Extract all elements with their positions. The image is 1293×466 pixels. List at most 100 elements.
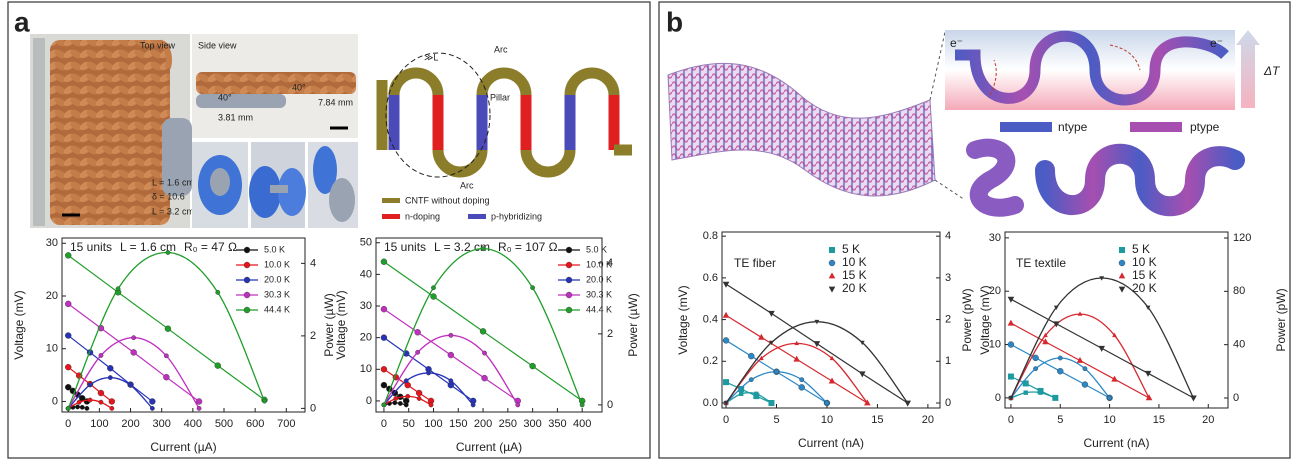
marker: [243, 276, 251, 284]
x-tick-label: 150: [449, 418, 467, 430]
x-tick-label: 0: [1008, 414, 1014, 426]
diagram-label: ≫L: [424, 52, 438, 62]
marker: [381, 402, 387, 408]
x-tick-label: 400: [573, 418, 591, 430]
y-tick-label: 30: [360, 300, 372, 312]
y-axis-label: Voltage (mV): [676, 285, 690, 354]
marker: [87, 382, 93, 388]
legend-swatch: [1000, 122, 1052, 132]
y-tick-label: 0: [52, 395, 58, 407]
y2-axis-label: Power (µW): [322, 293, 336, 357]
legend-label: 20.0 K: [264, 274, 290, 284]
marker: [824, 400, 830, 406]
marker: [565, 276, 573, 284]
marker: [864, 400, 870, 405]
marker: [799, 377, 805, 383]
x-tick-label: 250: [499, 418, 517, 430]
marker: [1118, 259, 1126, 267]
marker: [565, 246, 573, 254]
marker: [380, 258, 388, 265]
delta-t-label: ΔT: [1263, 64, 1281, 78]
marker: [794, 340, 800, 346]
marker: [1098, 345, 1105, 352]
x-tick-label: 10: [821, 414, 833, 426]
marker: [748, 377, 754, 383]
marker: [579, 402, 585, 408]
y-tick-label: 10: [360, 363, 372, 375]
legend-swatch: [1130, 122, 1182, 132]
y-tick-label: 20: [46, 290, 58, 302]
legend-label: 44.4 K: [586, 304, 612, 314]
wave-illustration: [955, 30, 1229, 106]
marker: [130, 349, 137, 356]
panel-frame: [658, 1, 1291, 459]
serpentine-diagram: [376, 52, 632, 178]
marker: [480, 246, 486, 252]
legend-label: 20 K: [842, 281, 867, 295]
zoom-line: [929, 31, 946, 101]
power-curve: [67, 337, 200, 409]
marker: [798, 384, 805, 391]
x-axis-label: Current (µA): [456, 440, 522, 454]
x-axis-label: Current (nA): [798, 436, 864, 450]
diagram-label: Arc: [460, 180, 474, 190]
voltage-line: [725, 381, 772, 404]
legend-label: 30.3 K: [264, 289, 290, 299]
marker: [380, 381, 388, 389]
voltage-line: [1010, 375, 1056, 399]
y-tick-label: 0.0: [703, 397, 718, 409]
y-tick-label: 40: [360, 268, 372, 280]
annotation-part: TE fiber: [734, 256, 776, 270]
legend-label: 10 K: [842, 255, 867, 269]
marker: [829, 355, 835, 361]
marker: [1099, 276, 1105, 281]
marker: [723, 379, 730, 386]
annotation: TE textile: [1016, 256, 1066, 270]
y-axis-label: Voltage (mV): [334, 290, 348, 359]
marker: [482, 350, 487, 356]
annotation-part: 15 units: [384, 240, 426, 254]
y2-axis-label: Power (pW): [960, 288, 974, 351]
x-tick-label: 400: [184, 418, 202, 430]
y-tick-label: 20: [989, 285, 1001, 297]
y2-axis-label: Power (µW): [626, 293, 640, 357]
marker: [415, 389, 423, 397]
marker: [1053, 305, 1059, 310]
marker: [380, 334, 388, 341]
x-axis-label: Current (µA): [150, 440, 216, 454]
y2-tick-label: 120: [1233, 232, 1251, 244]
marker: [448, 378, 454, 384]
legend-swatch: [382, 198, 400, 203]
marker: [109, 405, 115, 411]
marker: [108, 398, 116, 405]
y-axis-label: Voltage (mV): [12, 290, 26, 359]
marker: [115, 286, 121, 292]
legend-label: 5.0 K: [586, 244, 607, 254]
panel-label: b: [666, 6, 683, 37]
y-tick-label: 0.4: [703, 313, 718, 325]
diagram-label: Arc: [494, 44, 508, 54]
marker: [403, 402, 409, 408]
marker: [748, 352, 755, 360]
x-tick-label: 100: [90, 418, 108, 430]
marker: [828, 286, 836, 293]
y2-tick-label: 80: [1233, 285, 1245, 297]
annotation-part: L = 3.2 cm: [434, 240, 490, 254]
photo-label: L = 1.6 cm: [152, 177, 194, 187]
marker: [1057, 355, 1063, 361]
y2-tick-label: 4: [310, 257, 316, 269]
legend-label: 20 K: [1132, 281, 1157, 295]
annotation-part: R₀ = 47 Ω: [184, 240, 237, 254]
y2-tick-label: 1: [945, 355, 951, 367]
plot-frame: [1004, 231, 1229, 409]
marker: [149, 405, 155, 411]
marker: [1118, 286, 1126, 293]
legend-label: 5.0 K: [264, 244, 285, 254]
power-curve: [383, 248, 583, 406]
marker: [196, 405, 202, 411]
marker: [769, 400, 774, 406]
photo-label: 3.81 mm: [218, 112, 253, 122]
y2-tick-label: 2: [607, 328, 613, 340]
plot-frame: [375, 237, 603, 413]
marker: [905, 401, 911, 406]
